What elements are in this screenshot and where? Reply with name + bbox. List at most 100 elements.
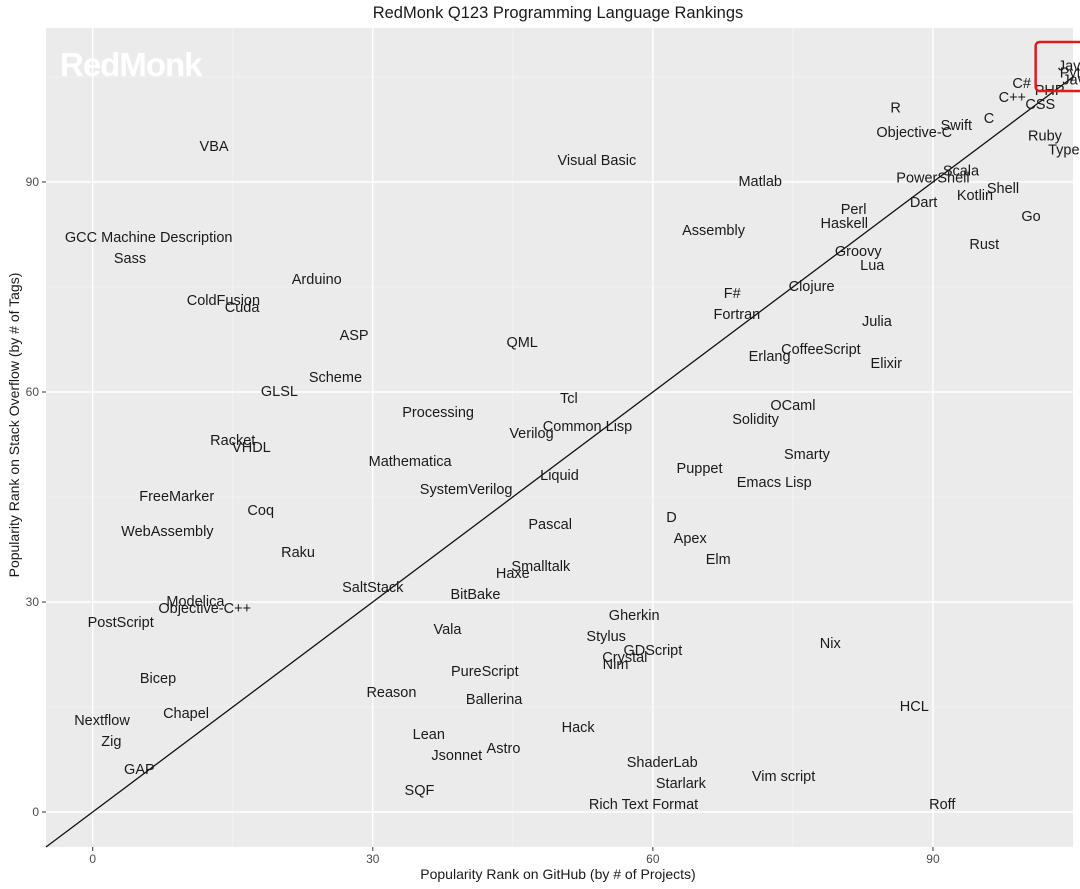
language-label: Gherkin	[609, 608, 660, 624]
language-label: WebAssembly	[121, 524, 214, 540]
language-label: GAP	[124, 762, 155, 778]
plot-panel	[46, 28, 1073, 847]
language-label: ShaderLab	[627, 755, 698, 771]
language-label: Haskell	[820, 216, 868, 232]
language-label: Python	[1060, 66, 1080, 82]
language-label: Matlab	[738, 174, 782, 190]
language-label: Groovy	[835, 244, 882, 260]
language-label: Vim script	[752, 769, 815, 785]
language-label: Clojure	[789, 279, 835, 295]
language-label: D	[666, 510, 676, 526]
language-label: Puppet	[677, 461, 723, 477]
language-label: HCL	[900, 699, 929, 715]
language-label: Haxe	[496, 566, 530, 582]
language-label: Rust	[969, 237, 999, 253]
language-label: Go	[1021, 209, 1040, 225]
top-languages-highlight-box	[1034, 40, 1080, 93]
reference-line-group	[45, 76, 1074, 848]
language-label: PostScript	[88, 615, 154, 631]
language-label: JavaScript	[1058, 59, 1080, 75]
language-label: Jsonnet	[431, 748, 482, 764]
language-label: ColdFusion	[187, 293, 260, 309]
language-label: C++	[999, 90, 1026, 106]
language-labels: JavaScriptPythonJavaPHPC#C++CSSCRSwiftOb…	[65, 59, 1080, 814]
language-label: Julia	[862, 314, 893, 330]
language-label: FreeMarker	[139, 489, 214, 505]
language-label: Raku	[281, 545, 315, 561]
language-label: Stylus	[586, 629, 626, 645]
language-label: Kotlin	[957, 188, 993, 204]
language-label: PureScript	[451, 664, 519, 680]
language-label: Scheme	[309, 370, 362, 386]
language-label: Hack	[562, 720, 596, 736]
language-label: SQF	[405, 783, 435, 799]
language-label: Bicep	[140, 671, 176, 687]
language-label: Erlang	[749, 349, 791, 365]
language-label: Modelica	[166, 594, 225, 610]
language-label: Fortran	[714, 307, 761, 323]
language-label: Java	[1062, 73, 1080, 89]
language-label: Nextflow	[74, 713, 130, 729]
language-label: Roff	[929, 797, 956, 813]
language-label: Dart	[910, 195, 937, 211]
language-label: Cuda	[225, 300, 261, 316]
x-tick-label: 60	[646, 852, 660, 866]
language-label: Objective-C++	[158, 601, 251, 617]
language-label: Solidity	[732, 412, 779, 428]
language-label: Starlark	[656, 776, 707, 792]
y-axis-title: Popularity Rank on Stack Overflow (by # …	[6, 273, 22, 578]
language-label: Ruby	[1028, 129, 1063, 145]
y-tick-label: 0	[32, 805, 39, 819]
y-tick-label: 30	[26, 595, 40, 609]
language-label: Scala	[943, 164, 980, 180]
language-label: Astro	[487, 741, 521, 757]
language-label: R	[890, 101, 900, 117]
language-label: SystemVerilog	[420, 482, 513, 498]
language-label: Rich Text Format	[589, 797, 698, 813]
language-label: Processing	[402, 405, 474, 421]
language-label: Vala	[433, 622, 462, 638]
language-label: Zig	[101, 734, 121, 750]
language-label: Chapel	[163, 706, 209, 722]
x-tick-label: 0	[89, 852, 96, 866]
language-label: Mathematica	[369, 454, 453, 470]
language-label: Objective-C	[876, 125, 952, 141]
language-label: C	[984, 111, 994, 127]
language-label: GCC Machine Description	[65, 230, 233, 246]
language-label: PowerShell	[896, 171, 969, 187]
chart-title: RedMonk Q123 Programming Language Rankin…	[373, 4, 744, 22]
language-label: QML	[506, 335, 537, 351]
language-label: Perl	[841, 202, 867, 218]
language-label: CoffeeScript	[781, 342, 861, 358]
language-label: VBA	[200, 139, 229, 155]
grid-lines	[46, 28, 1073, 847]
language-label: Elm	[706, 552, 731, 568]
language-label: Swift	[941, 118, 972, 134]
language-label: Elixir	[871, 356, 903, 372]
language-label: Emacs Lisp	[737, 475, 812, 491]
redmonk-logo: RedMonk	[60, 46, 203, 83]
language-label: Crystal	[602, 650, 647, 666]
y-tick-label: 90	[26, 175, 40, 189]
language-label: F#	[724, 286, 741, 302]
language-label: Shell	[987, 181, 1019, 197]
language-label: OCaml	[770, 398, 815, 414]
x-axis-ticks: 0 30 60 90	[89, 847, 940, 866]
language-label: Reason	[366, 685, 416, 701]
language-label: CSS	[1025, 97, 1055, 113]
language-label: Racket	[210, 433, 255, 449]
language-label: Common Lisp	[543, 419, 632, 435]
x-tick-label: 30	[366, 852, 380, 866]
language-label: GDScript	[623, 643, 682, 659]
language-label: BitBake	[450, 587, 500, 603]
reference-diagonal-line	[45, 76, 1074, 848]
language-label: C#	[1012, 76, 1031, 92]
language-label: SaltStack	[342, 580, 404, 596]
language-label: Sass	[114, 251, 146, 267]
language-label: Nim	[603, 657, 629, 673]
language-label: ASP	[340, 328, 369, 344]
y-tick-label: 60	[26, 385, 40, 399]
language-label: Lua	[860, 258, 885, 274]
language-label: Pascal	[528, 517, 572, 533]
